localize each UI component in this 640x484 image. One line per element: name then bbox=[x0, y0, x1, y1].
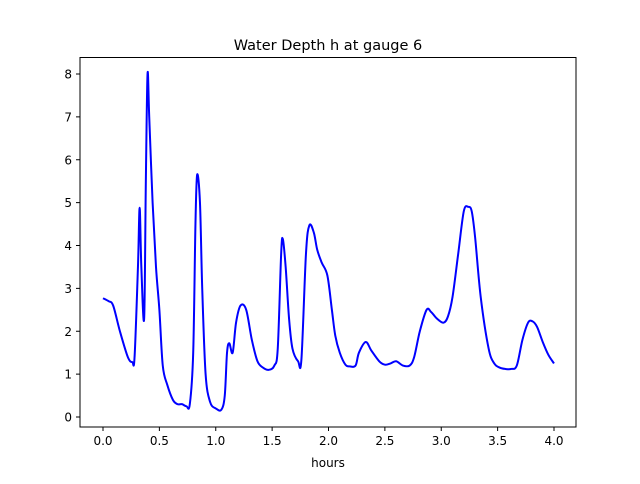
x-tick-label: 2.0 bbox=[319, 434, 338, 448]
y-tick-label: 0 bbox=[64, 411, 72, 425]
y-tick-label: 6 bbox=[64, 153, 72, 167]
chart-title: Water Depth h at gauge 6 bbox=[234, 38, 422, 54]
y-tick-label: 8 bbox=[64, 68, 72, 82]
x-tick-label: 1.0 bbox=[206, 434, 225, 448]
plot-frame bbox=[79, 57, 577, 428]
y-tick-label: 1 bbox=[64, 368, 72, 382]
y-tick-label: 7 bbox=[64, 110, 72, 124]
x-tick-label: 4.0 bbox=[544, 434, 563, 448]
y-axis-ticks: 0 1 2 3 4 5 6 7 8 bbox=[64, 68, 80, 425]
x-tick-label: 3.0 bbox=[432, 434, 451, 448]
x-tick-label: 0.0 bbox=[93, 434, 112, 448]
x-tick-label: 2.5 bbox=[375, 434, 394, 448]
x-axis-ticks: 0.0 0.5 1.0 1.5 2.0 2.5 3.0 3.5 4.0 bbox=[93, 427, 564, 448]
x-axis-label: hours bbox=[311, 456, 345, 470]
series-group bbox=[102, 70, 555, 412]
y-tick-label: 4 bbox=[64, 239, 72, 253]
x-tick-label: 0.5 bbox=[150, 434, 169, 448]
y-tick-label: 5 bbox=[64, 196, 72, 210]
x-tick-label: 1.5 bbox=[263, 434, 282, 448]
y-tick-label: 2 bbox=[64, 325, 72, 339]
x-tick-label: 3.5 bbox=[488, 434, 507, 448]
y-tick-label: 3 bbox=[64, 282, 72, 296]
series-line-h bbox=[102, 70, 555, 412]
